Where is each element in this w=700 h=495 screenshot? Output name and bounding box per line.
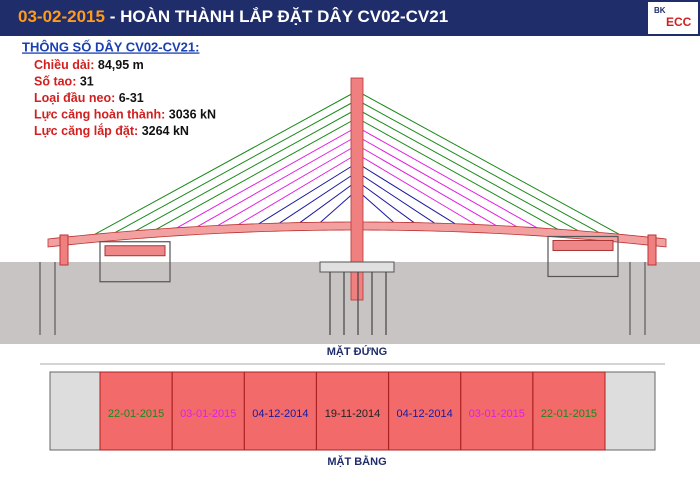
cable [356,162,456,225]
cable [356,171,435,224]
spec-value: 84,95 m [98,58,144,72]
logo-box [648,2,698,34]
pier [59,234,69,266]
cable [356,144,497,226]
title: 03-02-2015 - HOÀN THÀNH LẮP ĐẶT DÂY CV02… [18,7,448,26]
spec-line: Lực căng hoàn thành: 3036 kN [34,108,216,122]
logo-line1: BK [654,6,666,15]
spec-label: Lực căng lắp đặt: [34,123,138,138]
spec-line: Chiều dài: 84,95 m [34,58,144,72]
segment-date: 22-01-2015 [108,408,164,420]
segment-date: 22-01-2015 [541,408,597,420]
elevation-label: MẶT ĐỨNG [327,345,387,358]
cable [356,108,579,232]
ground [0,262,700,344]
pier [647,234,657,266]
cable [156,117,358,230]
title-text: - HOÀN THÀNH LẮP ĐẶT DÂY CV02-CV21 [105,7,448,26]
cable [356,99,599,233]
spec-label: Loại đầu neo: [34,91,115,105]
cable [356,135,517,227]
plan-label: MẶT BẰNG [327,455,386,468]
spec-line: Số tao: 31 [34,75,94,89]
cable [356,117,558,230]
spec-value: 6-31 [119,91,144,105]
cable [258,162,358,225]
spec-label: Chiều dài: [34,58,94,72]
specs-heading: THÔNG SỐ DÂY CV02-CV21: [22,39,199,54]
spec-value: 31 [80,75,94,89]
segment-date: 03-01-2015 [180,408,236,420]
logo-line2: ECC [666,15,692,29]
title-date: 03-02-2015 [18,7,105,26]
cable [217,144,358,226]
spec-label: Số tao: [34,75,76,89]
cable [356,180,415,223]
spec-line: Lực căng lắp đặt: 3264 kN [34,123,189,138]
cable [356,90,620,235]
spec-value: 3264 kN [142,124,189,138]
cable [115,99,358,233]
segment-date: 04-12-2014 [397,408,453,420]
segment-date: 04-12-2014 [252,408,308,420]
spec-line: Loại đầu neo: 6-31 [34,91,144,105]
cable [299,180,358,223]
pylon [350,77,364,301]
cable [176,126,358,229]
cable [356,126,538,229]
plan-deck [99,371,606,451]
cable [238,153,358,225]
spec-value: 3036 kN [169,108,216,122]
temp-support-box [552,239,614,251]
title-bar [0,0,700,36]
cable [197,135,358,227]
temp-support [99,241,171,283]
temp-support-box [104,245,166,257]
cable [94,90,358,235]
segment-date: 03-01-2015 [469,408,525,420]
cable [279,171,358,224]
deck [47,221,667,248]
cable [135,108,358,232]
segment-date: 19-11-2014 [325,408,380,420]
plan-end [49,371,101,451]
pile-cap [319,261,395,273]
plan-end [604,371,656,451]
cable [356,153,476,225]
spec-label: Lực căng hoàn thành: [34,108,165,122]
temp-support [547,235,619,278]
